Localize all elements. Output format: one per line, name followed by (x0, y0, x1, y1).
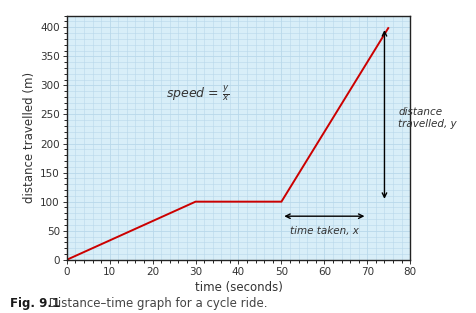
X-axis label: time (seconds): time (seconds) (194, 281, 282, 294)
Text: speed = $\mathregular{\frac{y}{x}}$: speed = $\mathregular{\frac{y}{x}}$ (165, 84, 228, 104)
Text: Fig. 9.1: Fig. 9.1 (10, 297, 60, 310)
Y-axis label: distance travelled (m): distance travelled (m) (23, 72, 36, 203)
Text: distance
travelled, y: distance travelled, y (397, 107, 456, 129)
Text: time taken, x: time taken, x (289, 226, 358, 236)
Text: Distance–time graph for a cycle ride.: Distance–time graph for a cycle ride. (45, 297, 267, 310)
